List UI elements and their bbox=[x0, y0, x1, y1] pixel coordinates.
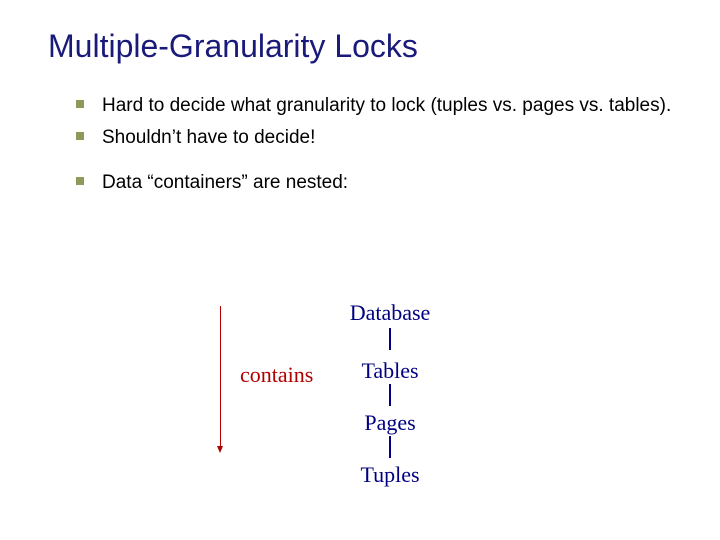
bullet-text: Data “containers” are nested: bbox=[102, 170, 348, 196]
hierarchy-diagram: contains Database Tables Pages Tuples bbox=[0, 300, 720, 520]
hierarchy-level-pages: Pages bbox=[364, 410, 415, 436]
connector-line-icon bbox=[389, 384, 391, 406]
hierarchy-level-database: Database bbox=[350, 300, 431, 326]
arrow-line-icon bbox=[220, 306, 221, 446]
connector-line-icon bbox=[389, 328, 391, 350]
square-bullet-icon bbox=[76, 132, 84, 140]
slide-title: Multiple-Granularity Locks bbox=[48, 28, 672, 65]
bullet-item: Data “containers” are nested: bbox=[76, 170, 672, 196]
connector-line-icon bbox=[389, 436, 391, 458]
hierarchy-level-tuples: Tuples bbox=[360, 462, 419, 488]
square-bullet-icon bbox=[76, 177, 84, 185]
bullet-text: Hard to decide what granularity to lock … bbox=[102, 93, 671, 119]
square-bullet-icon bbox=[76, 100, 84, 108]
contains-label: contains bbox=[240, 362, 313, 388]
bullet-list: Hard to decide what granularity to lock … bbox=[76, 93, 672, 196]
bullet-text: Shouldn’t have to decide! bbox=[102, 125, 315, 151]
arrow-down-icon bbox=[217, 446, 223, 453]
bullet-item: Hard to decide what granularity to lock … bbox=[76, 93, 672, 119]
slide: Multiple-Granularity Locks Hard to decid… bbox=[0, 0, 720, 540]
bullet-item: Shouldn’t have to decide! bbox=[76, 125, 672, 151]
hierarchy-level-tables: Tables bbox=[361, 358, 418, 384]
